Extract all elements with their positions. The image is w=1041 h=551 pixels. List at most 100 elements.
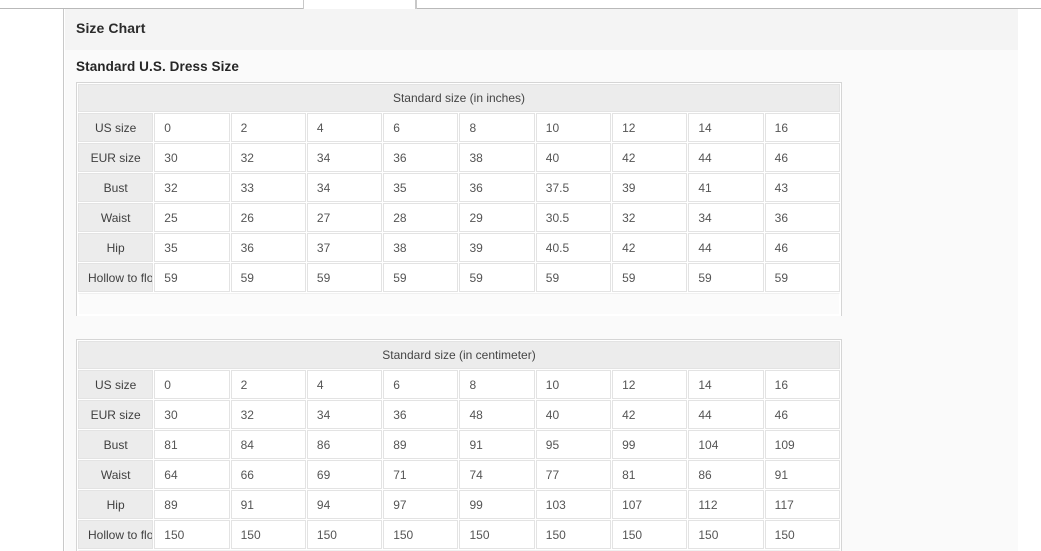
measurement-cell: 42 [612, 400, 688, 429]
measurement-cell: 32 [612, 203, 688, 232]
measurement-cell: 32 [154, 173, 230, 202]
measurement-cell: 59 [612, 263, 688, 292]
measurement-cell: 36 [459, 173, 535, 202]
size-table-inches-container: Standard size (in inches) US size 0 2 4 6 8 10 1… [76, 82, 842, 316]
measurement-cell: 34 [306, 400, 383, 429]
table-row: Bust 81 84 86 89 91 95 99 104 109 [78, 430, 840, 459]
measurement-cell: 14 [688, 113, 764, 142]
size-table-caption-row: Standard size (in centimeter) [78, 341, 840, 369]
measurement-cell: 44 [688, 233, 764, 262]
measurement-cell: 42 [612, 233, 688, 262]
measurement-cell: 40 [535, 143, 612, 172]
measurement-cell: 59 [154, 263, 230, 292]
measurement-cell: 29 [459, 203, 535, 232]
table-row: EUR size 30 32 34 36 48 40 42 44 46 [78, 400, 840, 429]
measurement-cell: 150 [688, 520, 764, 549]
measurement-cell: 8 [459, 113, 535, 142]
measurement-cell: 104 [688, 430, 764, 459]
browser-tab-strip[interactable] [0, 0, 1041, 9]
measurement-cell: 46 [764, 233, 840, 262]
measurement-cell: 14 [688, 370, 764, 399]
measurement-cell: 26 [230, 203, 306, 232]
measurement-cell: 35 [154, 233, 230, 262]
measurement-cell: 41 [688, 173, 764, 202]
measurement-cell: 37 [306, 233, 383, 262]
section-subtitle: Standard U.S. Dress Size [76, 59, 239, 74]
measurement-cell: 38 [383, 233, 459, 262]
table-row: US size 0 2 4 6 8 10 12 14 16 [78, 370, 840, 399]
size-table-inches: Standard size (in inches) US size 0 2 4 6 8 10 1… [77, 83, 841, 316]
measurement-cell: 59 [230, 263, 306, 292]
measurement-cell: 12 [612, 113, 688, 142]
measurement-cell: 89 [383, 430, 459, 459]
measurement-cell: 150 [230, 520, 306, 549]
measurement-cell: 4 [306, 370, 383, 399]
page-title: Size Chart [76, 20, 146, 36]
row-label: Bust [78, 430, 154, 459]
measurement-cell: 28 [383, 203, 459, 232]
measurement-cell: 89 [154, 490, 230, 519]
size-chart-header: Size Chart [65, 9, 1018, 50]
measurement-cell: 0 [154, 113, 230, 142]
measurement-cell: 59 [535, 263, 612, 292]
table-separator [76, 316, 1018, 339]
size-table-cm-container: Standard size (in centimeter) US size 0 2 4 6… [76, 339, 842, 551]
measurement-cell: 10 [535, 370, 612, 399]
page-right-gutter [1018, 9, 1041, 551]
row-label: EUR size [78, 400, 154, 429]
table-row: Hip 89 91 94 97 99 103 107 112 117 [78, 490, 840, 519]
measurement-cell: 30 [154, 143, 230, 172]
measurement-cell: 74 [459, 460, 535, 489]
browser-tab-active[interactable] [303, 0, 416, 9]
size-chart-panel: Size Chart Standard U.S. Dress Size Stan… [65, 9, 1018, 551]
row-label: US size [78, 370, 154, 399]
size-table-cm: Standard size (in centimeter) US size 0 2 4 6… [77, 340, 841, 551]
table-row: Waist 64 66 69 71 74 77 81 86 91 [78, 460, 840, 489]
row-label: EUR size [78, 143, 154, 172]
measurement-cell: 150 [383, 520, 459, 549]
table-row: Waist 25 26 27 28 29 30.5 32 34 36 [78, 203, 840, 232]
measurement-cell: 6 [383, 113, 459, 142]
measurement-cell: 117 [764, 490, 840, 519]
measurement-cell: 40 [535, 400, 612, 429]
measurement-cell: 0 [154, 370, 230, 399]
measurement-cell: 150 [459, 520, 535, 549]
measurement-cell: 150 [612, 520, 688, 549]
measurement-cell: 91 [459, 430, 535, 459]
measurement-cell: 16 [764, 370, 840, 399]
measurement-cell: 36 [230, 233, 306, 262]
measurement-cell: 81 [154, 430, 230, 459]
measurement-cell: 6 [383, 370, 459, 399]
measurement-cell: 39 [459, 233, 535, 262]
measurement-cell: 59 [688, 263, 764, 292]
table-row: Bust 32 33 34 35 36 37.5 39 41 43 [78, 173, 840, 202]
table-row: EUR size 30 32 34 36 38 40 42 44 46 [78, 143, 840, 172]
table-spacer-row [78, 293, 840, 315]
measurement-cell: 34 [306, 143, 383, 172]
browser-tab-next[interactable] [416, 0, 417, 9]
measurement-cell: 33 [230, 173, 306, 202]
measurement-cell: 32 [230, 400, 306, 429]
measurement-cell: 64 [154, 460, 230, 489]
measurement-cell: 66 [230, 460, 306, 489]
measurement-cell: 38 [459, 143, 535, 172]
measurement-cell: 46 [764, 400, 840, 429]
table-spacer-cell [78, 293, 840, 315]
measurement-cell: 4 [306, 113, 383, 142]
measurement-cell: 30.5 [535, 203, 612, 232]
measurement-cell: 59 [459, 263, 535, 292]
measurement-cell: 35 [383, 173, 459, 202]
measurement-cell: 2 [230, 370, 306, 399]
measurement-cell: 36 [383, 400, 459, 429]
measurement-cell: 39 [612, 173, 688, 202]
page-left-gutter [0, 9, 64, 551]
measurement-cell: 59 [306, 263, 383, 292]
size-table-inches-body: Standard size (in inches) US size 0 2 4 6 8 10 1… [78, 84, 840, 315]
measurement-cell: 71 [383, 460, 459, 489]
row-label: US size [78, 113, 154, 142]
measurement-cell: 95 [535, 430, 612, 459]
row-label: Hollow to floor [78, 263, 154, 292]
measurement-cell: 36 [764, 203, 840, 232]
measurement-cell: 46 [764, 143, 840, 172]
